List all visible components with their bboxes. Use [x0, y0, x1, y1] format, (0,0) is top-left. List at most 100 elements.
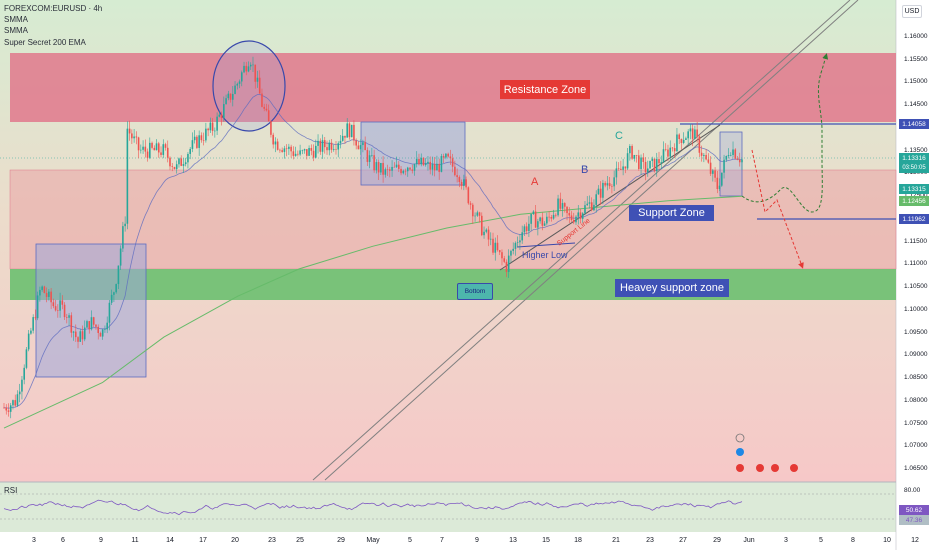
candle-body [218, 114, 221, 117]
time-tick-label: 23 [268, 537, 276, 544]
candle-body [714, 170, 716, 178]
candle-body [272, 134, 274, 145]
indicator-ema-200[interactable]: Super Secret 200 EMA [4, 38, 86, 47]
candle-body [48, 291, 50, 297]
candle-body [716, 177, 719, 190]
candle-body [270, 121, 272, 135]
candle-body [355, 140, 357, 146]
resistance-zone [10, 53, 896, 122]
candle-body [14, 400, 17, 406]
higher-low-line [516, 242, 576, 248]
candle-body [276, 141, 279, 150]
candle-body [604, 182, 606, 186]
candle-body [402, 170, 405, 174]
candle-body [368, 155, 371, 162]
candle-body [487, 229, 490, 240]
candle-body [521, 232, 523, 241]
candle-body [431, 164, 434, 170]
candle-body [729, 154, 732, 156]
candle-body [620, 168, 622, 170]
candle-body [624, 166, 627, 169]
rsi-label[interactable]: RSI [4, 486, 18, 495]
candle-body [707, 159, 710, 163]
candle-body [101, 329, 104, 337]
candle-body [335, 148, 337, 150]
candle-body [198, 135, 200, 148]
candle-body [566, 206, 568, 214]
consolidation-box-left [35, 243, 147, 378]
symbol-title: FOREXCOM:EURUSD · 4h [4, 4, 103, 13]
time-axis-background [0, 532, 932, 550]
candle-body [59, 300, 61, 311]
flag-icon [756, 464, 764, 472]
candle-body [669, 147, 672, 157]
candle-body [375, 162, 378, 171]
candle-body [530, 213, 532, 224]
candle-body [258, 77, 261, 94]
candle-body [629, 146, 631, 154]
indicator-smma-2[interactable]: SMMA [4, 26, 28, 35]
candle-body [202, 140, 205, 141]
candle-body [115, 284, 117, 293]
candle-body [36, 295, 39, 319]
candle-body [267, 110, 270, 122]
time-tick-label: 25 [296, 537, 304, 544]
candle-body [404, 170, 407, 172]
candle-body [561, 203, 564, 209]
trendline-1 [312, 0, 851, 481]
candle-body [395, 164, 398, 168]
candle-body [247, 66, 250, 72]
candle-body [45, 293, 48, 297]
candle-body [23, 367, 25, 380]
candle-body [326, 147, 328, 151]
candle-body [635, 155, 638, 156]
candle-body [655, 159, 658, 172]
candle-body [364, 142, 366, 151]
time-tick-label: 3 [784, 537, 788, 544]
candle-body [732, 149, 734, 155]
candle-body [297, 153, 299, 155]
candle-body [557, 198, 559, 216]
candle-body [348, 123, 351, 138]
indicator-smma-1[interactable]: SMMA [4, 15, 28, 24]
candle-body [539, 217, 541, 222]
candle-body [570, 215, 573, 221]
candle-body [220, 114, 223, 118]
candle-body [433, 164, 436, 171]
candle-body [263, 106, 266, 109]
candle-body [32, 317, 34, 331]
candle-body [447, 153, 449, 157]
time-tick-label: 29 [713, 537, 721, 544]
candle-body [184, 162, 187, 165]
candle-body [606, 183, 609, 186]
candle-body [646, 168, 649, 173]
currency-button[interactable]: USD [902, 5, 922, 18]
candle-body [602, 182, 604, 198]
candle-body [25, 349, 28, 368]
candle-body [700, 152, 703, 156]
candle-body [187, 153, 189, 163]
candle-body [498, 250, 501, 253]
price-badge-level-1: 1.14058 [899, 119, 929, 129]
time-tick-label: 21 [612, 537, 620, 544]
candle-body [81, 331, 84, 340]
candle-body [149, 142, 151, 158]
candle-body [577, 212, 580, 217]
candle-body [173, 166, 176, 170]
rsi-value-badge: 50.62 [899, 505, 929, 515]
candle-body [546, 216, 548, 224]
event-icons [735, 433, 798, 472]
candle-body [7, 410, 10, 412]
price-badge-level-2: 1.13315 [899, 184, 929, 194]
candle-body [543, 223, 546, 226]
candle-body [451, 158, 454, 167]
candle-body [350, 124, 353, 138]
candle-body [301, 150, 304, 152]
candle-body [140, 149, 142, 151]
candle-body [306, 149, 308, 156]
candle-body [346, 123, 349, 138]
price-tick-label: 1.16000 [904, 33, 928, 40]
time-tick-label: 23 [646, 537, 654, 544]
candle-body [418, 158, 420, 165]
